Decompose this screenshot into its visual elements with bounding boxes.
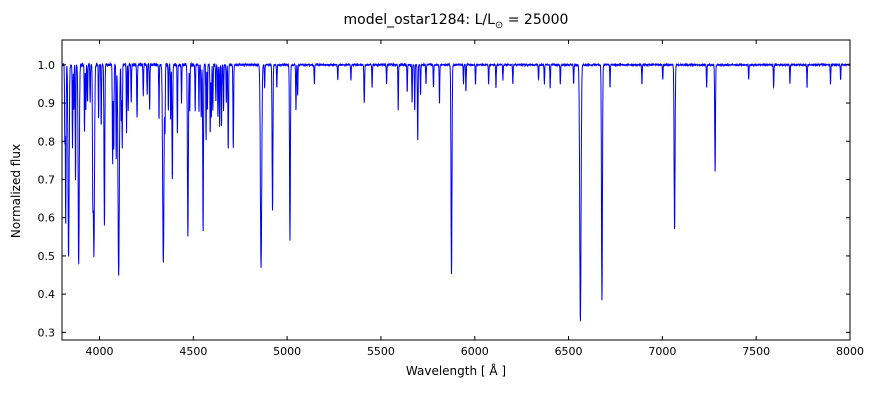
chart-title-suffix: = 25000 [503,12,569,28]
x-tick-label: 4000 [86,345,114,358]
y-tick-label: 0.6 [38,212,56,225]
x-tick-label: 5000 [273,345,301,358]
x-tick-label: 5500 [367,345,395,358]
spectrum-line [62,61,850,322]
y-tick-label: 1.0 [38,59,56,72]
y-tick-label: 0.7 [38,173,56,186]
y-tick-label: 0.9 [38,97,56,110]
x-tick-label: 7000 [648,345,676,358]
x-axis-label: Wavelength [ Å ] [405,364,507,378]
axes-frame [61,39,851,341]
y-axis-label: Normalized flux [9,143,23,239]
chart-title: model_ostar1284: L/L⊙ = 25000 [62,12,850,31]
y-tick-label: 0.8 [38,135,56,148]
chart-title-prefix: model_ostar1284: L/L [343,12,495,28]
x-tick-label: 4500 [179,345,207,358]
x-tick-label: 6500 [555,345,583,358]
x-tick-label: 6000 [461,345,489,358]
y-tick-label: 0.3 [38,326,56,339]
y-tick-label: 0.4 [38,288,56,301]
x-tick-label: 7500 [742,345,770,358]
y-tick-label: 0.5 [38,250,56,263]
x-tick-label: 8000 [836,345,864,358]
solar-subscript: ⊙ [494,19,504,31]
